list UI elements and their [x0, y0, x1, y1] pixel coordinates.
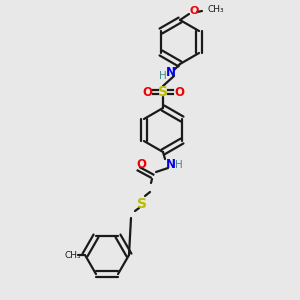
Text: N: N [166, 158, 176, 172]
Text: O: O [142, 85, 152, 98]
Text: O: O [189, 6, 199, 16]
Text: H: H [159, 71, 167, 81]
Text: S: S [137, 197, 147, 211]
Text: H: H [175, 160, 183, 170]
Text: CH₃: CH₃ [207, 5, 224, 14]
Text: O: O [174, 85, 184, 98]
Text: O: O [136, 158, 146, 172]
Text: CH₃: CH₃ [65, 250, 81, 260]
Text: N: N [166, 67, 176, 80]
Text: S: S [158, 85, 168, 99]
